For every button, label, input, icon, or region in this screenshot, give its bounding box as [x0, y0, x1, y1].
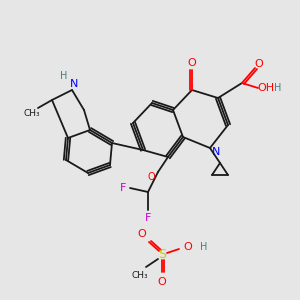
- Text: O: O: [255, 59, 263, 69]
- Text: O: O: [184, 242, 192, 252]
- Text: F: F: [120, 183, 126, 193]
- Text: H: H: [60, 71, 68, 81]
- Text: H: H: [200, 242, 208, 252]
- Text: F: F: [145, 213, 151, 223]
- Text: CH₃: CH₃: [24, 110, 40, 118]
- Text: H: H: [274, 83, 282, 93]
- Text: N: N: [70, 79, 78, 89]
- Text: O: O: [147, 172, 155, 182]
- Text: OH: OH: [257, 83, 274, 93]
- Text: O: O: [138, 229, 146, 239]
- Text: O: O: [188, 58, 196, 68]
- Text: N: N: [212, 147, 220, 157]
- Text: S: S: [158, 248, 166, 262]
- Text: CH₃: CH₃: [132, 271, 148, 280]
- Text: O: O: [158, 277, 166, 287]
